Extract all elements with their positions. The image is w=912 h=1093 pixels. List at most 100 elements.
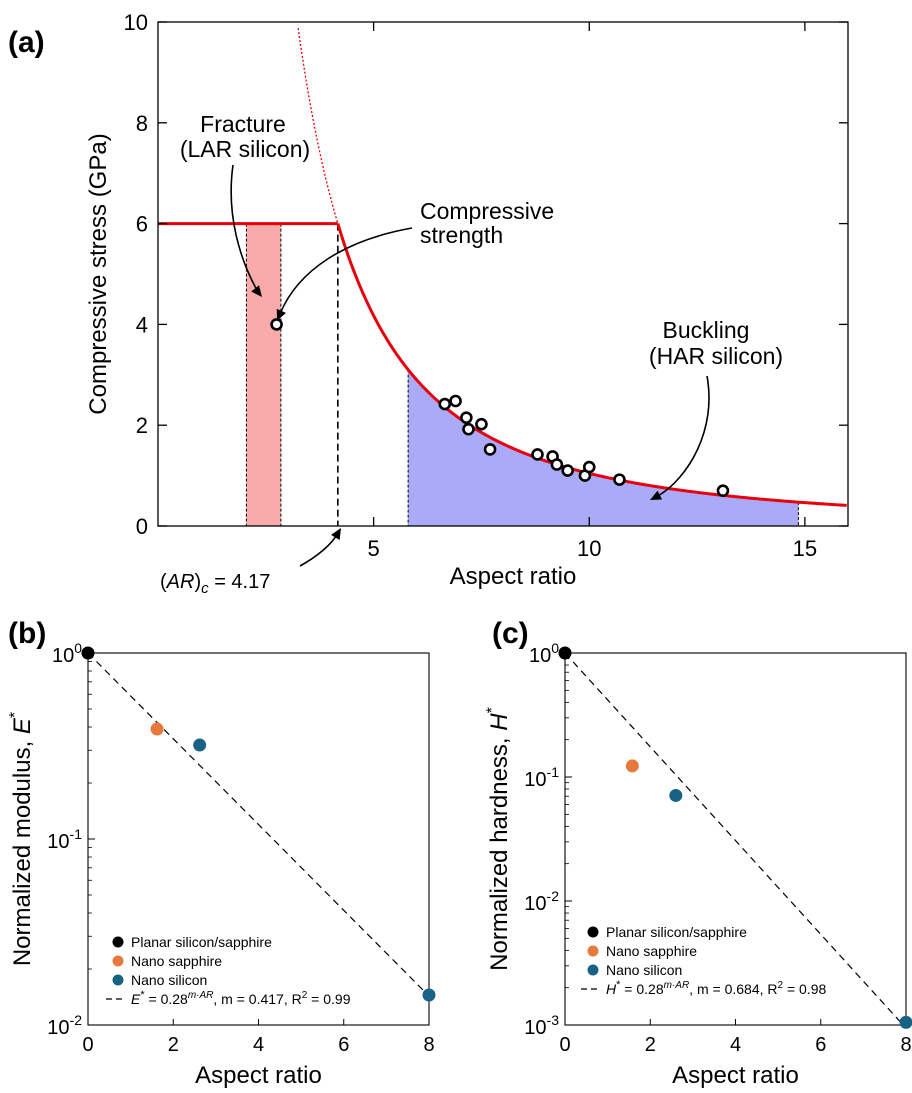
x-tick-label-c: 0 — [559, 1034, 570, 1056]
y-tick-label-c: 10-1 — [524, 764, 559, 791]
data-point — [531, 448, 544, 461]
text-span: E — [131, 991, 141, 1007]
legend-label: Planar silicon/sapphire — [606, 924, 747, 940]
text-span: 10 — [524, 893, 546, 915]
text-span: 10 — [529, 645, 551, 667]
text-span: 0 — [551, 640, 559, 656]
x-tick-label-c: 2 — [645, 1034, 656, 1056]
text-span: H — [486, 713, 513, 731]
buckling-region — [408, 369, 799, 526]
y-tick-label-b: 10-1 — [47, 826, 82, 853]
y-tick-label-c: 100 — [529, 640, 559, 667]
fracture-region — [246, 223, 281, 526]
y-axis-title-b: Normalized modulus, E* — [7, 712, 36, 966]
legend-marker — [587, 964, 599, 976]
data-point — [438, 397, 452, 411]
fracture-label-line1: Fracture — [200, 111, 286, 137]
y-tick-label-b: 100 — [52, 640, 82, 667]
text-span: c — [201, 580, 209, 597]
text-span: -2 — [547, 888, 560, 904]
data-point — [716, 484, 730, 498]
text-span: = 4.17 — [209, 571, 271, 593]
compressive-arrow — [279, 227, 413, 315]
y-tick-label-c: 10-2 — [524, 888, 559, 915]
x-axis-title-b: Aspect ratio — [195, 1062, 322, 1089]
text-span: Normalized hardness, — [486, 731, 513, 971]
data-point — [483, 443, 497, 456]
text-span: -1 — [70, 826, 83, 842]
text-span: * — [140, 989, 145, 1001]
critical-ar-arrow — [299, 532, 339, 567]
text-span: H — [606, 981, 617, 997]
x-tick-label-b: 2 — [168, 1034, 179, 1056]
x-tick-label-b: 6 — [338, 1034, 349, 1056]
text-span: * — [7, 712, 24, 718]
x-tick-label-b: 4 — [253, 1034, 264, 1056]
data-point-nano-sapphire — [625, 759, 639, 773]
text-span: 2 — [302, 990, 308, 1001]
text-span: * — [484, 707, 501, 713]
legend-label: Nano sapphire — [131, 953, 222, 969]
x-tick-label-a: 5 — [368, 536, 380, 561]
y-axis-title-a: Compressive stress (GPa) — [85, 133, 112, 414]
panel-label-a: (a) — [8, 26, 45, 59]
fracture-arrow-head — [251, 285, 262, 297]
y-axis-title-c: Normalized hardness, H* — [484, 707, 513, 971]
x-tick-label-a: 15 — [793, 536, 817, 561]
y-tick-label-a: 2 — [136, 413, 148, 438]
y-tick-label-a: 0 — [136, 514, 148, 539]
x-axis-title-a: Aspect ratio — [450, 563, 577, 590]
critical-ar-arrow-head — [331, 528, 341, 541]
text-span: , m = 0.417, R — [213, 991, 301, 1007]
panel-label-b: (b) — [8, 617, 46, 650]
data-point — [475, 417, 488, 431]
legend-label: Planar silicon/sapphire — [131, 934, 272, 950]
legend-label: Nano silicon — [131, 972, 207, 988]
x-tick-label-a: 10 — [577, 536, 601, 561]
text-span: = 0.98 — [783, 981, 826, 997]
legend-marker — [112, 955, 124, 967]
legend-fit-label: E* = 0.28m·AR, m = 0.417, R2 = 0.99 — [131, 989, 351, 1007]
text-span: m·AR — [664, 980, 690, 991]
critical-ar-label: (AR)c = 4.17 — [160, 571, 270, 597]
panel-label-c: (c) — [492, 617, 529, 650]
y-tick-label-a: 8 — [136, 111, 148, 136]
text-span: = 0.28 — [620, 981, 663, 997]
data-point — [462, 422, 475, 436]
text-span: E — [9, 717, 36, 734]
text-span: 2 — [778, 980, 784, 991]
data-point-planar-silicon-sapphire — [81, 646, 95, 660]
text-span: m·AR — [188, 990, 214, 1001]
y-tick-label-a: 4 — [136, 312, 148, 337]
chart-a: 0 2 4 6 8 10 5 10 15 Aspect ratio Compressive stre… — [85, 10, 849, 597]
compressive-strength-label-line1: Compressive — [420, 198, 554, 224]
text-span: * — [616, 979, 621, 991]
buckling-arrow-head — [650, 490, 663, 500]
text-span: -3 — [547, 1012, 560, 1028]
fracture-label-line2: (LAR silicon) — [180, 136, 310, 162]
text-span: 10 — [47, 831, 69, 853]
data-point — [582, 460, 596, 474]
text-span: = 0.99 — [307, 991, 350, 1007]
compressive-strength-label-line2: strength — [420, 222, 503, 248]
text-span: ( — [160, 571, 167, 593]
x-tick-label-c: 4 — [730, 1034, 741, 1056]
buckling-arrow — [657, 375, 710, 497]
data-point — [561, 464, 574, 477]
data-point — [270, 318, 283, 331]
text-span: Normalized modulus, — [9, 734, 36, 966]
x-tick-label-c: 6 — [815, 1034, 826, 1056]
y-tick-label-a: 6 — [136, 212, 148, 237]
data-point-nano-silicon — [193, 738, 207, 752]
legend-fit-label: H* = 0.28m·AR, m = 0.684, R2 = 0.98 — [606, 979, 826, 997]
buckling-extrapolation — [297, 28, 339, 224]
text-span: = 0.28 — [145, 991, 188, 1007]
buckling-label-line1: Buckling — [663, 317, 750, 343]
text-span: 10 — [52, 645, 74, 667]
y-tick-label-b: 10-2 — [47, 1012, 82, 1039]
legend-marker — [112, 936, 124, 948]
buckling-label-line2: (HAR silicon) — [649, 343, 783, 369]
